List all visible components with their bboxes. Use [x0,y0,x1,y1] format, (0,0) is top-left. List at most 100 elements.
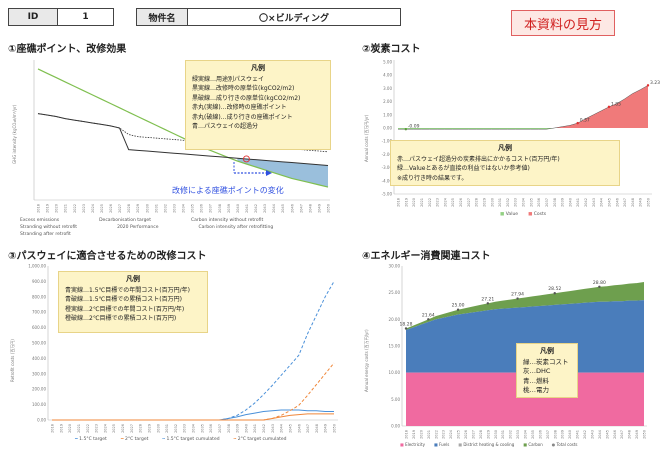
x-tick-label: 2028 [479,430,483,439]
x-tick-label: 2021 [64,204,68,213]
x-tick-label: 2035 [529,198,533,207]
x-tick-label: 2045 [281,204,285,213]
legend-line: 赤…パスウェイ超過分の炭素排出にかかるコスト(百万円/年) [397,155,560,163]
x-tick-label: 2031 [154,204,158,213]
y-tick-label: -4.00 [382,178,393,183]
x-tick-label: 2018 [397,198,401,207]
x-tick-label: 2033 [183,424,187,433]
x-tick-label: 2026 [459,198,463,207]
x-tick-label: 2040 [236,204,240,213]
y-tick-label: 800.00 [32,294,46,299]
guide-button[interactable]: 本資料の見方 [511,10,615,36]
data-label: -0.09 [408,124,420,130]
y-tick-label: 20.00 [389,317,401,322]
total-label: 27.21 [481,296,494,302]
x-tick-label: 2028 [475,198,479,207]
x-tick-label: 2031 [498,198,502,207]
y-tick-label: 0.00 [391,424,400,429]
guide-label: 本資料の見方 [523,17,602,33]
x-tick-label: 2035 [200,424,204,433]
data-label: 0.37 [580,118,590,124]
data-point [607,105,611,109]
arrow-head-icon [266,170,272,176]
total-label: 28.52 [548,286,561,292]
x-tick-label: 2021 [77,424,81,433]
x-tick-label: 2036 [209,424,213,433]
panel4-legend-heading: 凡例 [540,347,554,355]
panel2-bottom-legend: ■ Value ■ Costs [500,212,547,217]
legend-line: 青…パスウェイの超過分 [192,123,259,130]
panel4-ylabel: Annual energy costs (百万円/yr) [364,329,369,392]
y-tick-label: 25.00 [389,290,401,295]
x-tick-label: 2029 [486,430,490,439]
legend-without: Carbon intensity without retrofit [190,218,264,223]
total-point [456,308,460,311]
legend-total: Total costs [556,442,578,447]
legend-carbon: Carbon [528,442,543,447]
x-tick-label: 2049 [639,198,643,207]
costs-line [398,85,649,130]
x-tick-label: 2028 [139,424,143,433]
panel4-chart: Annual energy costs (百万円/yr) 30.00 25.00 2… [364,264,647,439]
carbon-area [406,282,644,330]
x-tick-label: 2025 [112,424,116,433]
panel3-legend: 凡例 青実線…1.5℃目標での年間コスト(百万円/年) 青破線…1.5℃目標での… [58,271,208,333]
x-tick-label: 2039 [561,430,565,439]
x-tick-label: 2024 [103,423,107,433]
x-tick-label: 2023 [82,204,86,213]
x-tick-label: 2019 [59,424,63,433]
x-tick-label: 2019 [404,198,408,207]
x-tick-label: 2026 [121,424,125,433]
data-point [646,84,650,87]
y-tick-label: 5.00 [391,397,400,402]
legend-line: 橙実線…2℃目標での年間コスト(百万円/年) [65,305,185,313]
x-tick-label: 2031 [501,430,505,439]
x-tick-label: 2043 [590,430,594,439]
panel2-title: ②炭素コスト [362,44,421,55]
x-tick-label: 2036 [200,204,204,213]
total-label: 21.64 [422,312,435,318]
x-tick-label: 2046 [615,198,619,207]
value-area [398,128,555,130]
x-tick-label: 2050 [643,430,647,439]
x-tick-label: 2042 [262,424,266,433]
property-value: 〇×ビルディング [259,13,329,24]
panel1-title: ①座礁ポイント、改修効果 [8,44,127,55]
panel1-legend-heading: 凡例 [251,64,265,72]
id-label: ID [27,12,39,22]
x-tick-label: 2029 [147,424,151,433]
x-tick-label: 2034 [522,197,526,207]
y-tick-label: 500.00 [32,341,46,346]
property-value-cell: 〇×ビルディング [187,8,401,26]
y-tick-label: 700.00 [32,310,46,315]
x-tick-label: 2042 [584,198,588,207]
x-tick-label: 2036 [538,430,542,439]
x-tick-label: 2030 [494,430,498,439]
legend-line: 青実線…1.5℃目標での年間コスト(百万円/年) [65,286,190,294]
x-tick-label: 2039 [227,204,231,213]
y-tick-label: 300.00 [32,371,46,376]
x-tick-label: 2019 [412,430,416,439]
x-tick-label: 2039 [561,198,565,207]
y-tick-label: -2.00 [382,152,393,157]
legend-excess: Excess emissions [20,218,60,223]
x-tick-label: 2030 [145,204,149,213]
y-tick-label: 100.00 [32,402,46,407]
x-tick-label: 2046 [290,204,294,213]
x-tick-label: 2038 [218,204,222,213]
x-tick-label: 2044 [598,429,602,439]
x-tick-label: 2032 [506,198,510,207]
x-tick-label: 2032 [163,204,167,213]
total-label: 27.94 [511,292,524,298]
x-tick-label: 2027 [130,424,134,433]
y-tick-label: -1.00 [382,139,393,144]
property-label-cell: 物件名 [136,8,188,26]
y-tick-label: 1.00 [383,112,392,117]
x-tick-label: 2048 [308,204,312,213]
x-tick-label: 2024 [91,203,95,213]
x-tick-label: 2037 [218,424,222,433]
panel2-legend: 凡例 赤…パスウェイ超過分の炭素排出にかかるコスト(百万円/年) 緑…Value… [390,140,620,186]
legend-1-5c-cum: 1.5°C target cumulated [166,437,220,442]
y-tick-label: -3.00 [382,165,393,170]
legend-line: 緑…炭素コスト [523,357,569,366]
